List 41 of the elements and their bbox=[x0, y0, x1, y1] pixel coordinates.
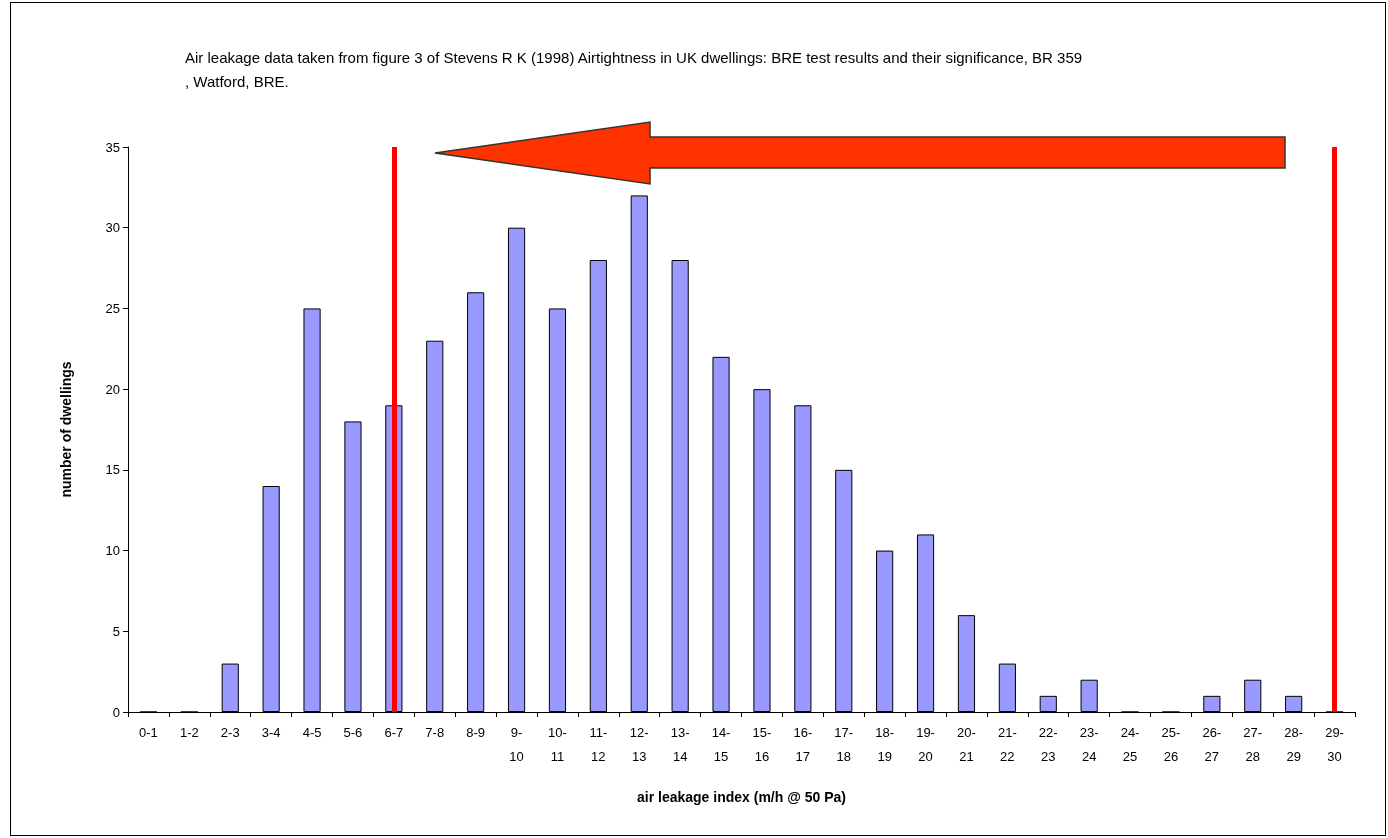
y-tick-label: 0 bbox=[112, 704, 120, 720]
x-tick-label: 29-30 bbox=[1325, 724, 1344, 764]
x-tick-label: 9-10 bbox=[509, 724, 524, 764]
x-tick-label: 19-20 bbox=[916, 724, 935, 764]
chart-title: Air leakage data taken from figure 3 of Stevens R K (1998) Airtightness in UK dwellings: BRE test results and their significance, BR 359, Watford, BRE. bbox=[185, 48, 1083, 90]
x-tick-label: 13-14 bbox=[670, 724, 690, 764]
y-tick-label: 30 bbox=[105, 220, 120, 236]
x-tick-label: 5-6 bbox=[343, 724, 363, 740]
y-axis-title: number of dwellings bbox=[58, 361, 74, 498]
y-tick-label: 5 bbox=[112, 623, 120, 639]
x-tick-label: 1-2 bbox=[179, 724, 199, 740]
x-tick-label: 23-24 bbox=[1079, 724, 1099, 764]
y-tick-label: 10 bbox=[105, 543, 120, 559]
x-tick-label: 27-28 bbox=[1243, 724, 1263, 764]
x-tick-label: 6-7 bbox=[384, 724, 404, 740]
x-tick-label: 4-5 bbox=[302, 724, 322, 740]
x-tick-label: 20-21 bbox=[957, 724, 976, 764]
x-tick-label: 11-12 bbox=[589, 724, 608, 764]
x-tick-label: 15-16 bbox=[752, 724, 772, 764]
x-tick-label: 26-27 bbox=[1202, 724, 1222, 764]
y-tick-label: 15 bbox=[105, 462, 120, 478]
x-tick-label: 14-15 bbox=[711, 724, 731, 764]
x-tick-label: 16-17 bbox=[793, 724, 813, 764]
x-axis-title: air leakage index (m/h @ 50 Pa) bbox=[637, 789, 846, 805]
x-tick-label: 18-19 bbox=[875, 724, 895, 764]
x-tick-label: 22-23 bbox=[1038, 724, 1058, 764]
x-tick-label: 8-9 bbox=[466, 724, 486, 740]
y-tick-label: 35 bbox=[105, 139, 120, 155]
y-tick-label: 25 bbox=[105, 300, 120, 316]
y-tick-label: 20 bbox=[105, 381, 120, 397]
x-tick-label: 10-11 bbox=[548, 724, 567, 764]
x-tick-label: 3-4 bbox=[261, 724, 281, 740]
x-tick-label: 2-3 bbox=[220, 724, 240, 740]
x-tick-label: 0-1 bbox=[139, 724, 158, 740]
x-tick-label: 12-13 bbox=[629, 724, 649, 764]
x-tick-label: 21-22 bbox=[997, 724, 1017, 764]
x-tick-label: 25-26 bbox=[1161, 724, 1181, 764]
x-tick-label: 24-25 bbox=[1120, 724, 1140, 764]
x-tick-label: 17-18 bbox=[834, 724, 854, 764]
x-tick-label: 28-29 bbox=[1284, 724, 1304, 764]
x-tick-label: 7-8 bbox=[425, 724, 445, 740]
